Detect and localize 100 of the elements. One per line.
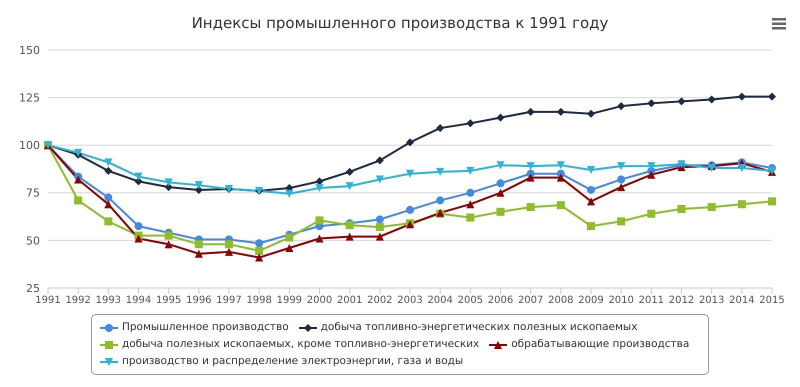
point xyxy=(285,244,294,252)
point xyxy=(526,162,535,170)
x-tick-label: 2006 xyxy=(488,295,514,306)
point xyxy=(285,190,294,198)
x-tick-label: 2000 xyxy=(306,295,332,306)
point xyxy=(255,239,264,248)
point xyxy=(164,232,173,240)
point xyxy=(104,200,112,208)
point xyxy=(225,248,233,256)
point xyxy=(496,161,504,170)
point xyxy=(526,203,535,212)
point xyxy=(376,223,384,232)
point xyxy=(134,172,142,181)
x-tick-label: 2007 xyxy=(518,295,544,306)
point xyxy=(74,175,82,184)
point xyxy=(617,175,626,184)
point xyxy=(104,158,112,166)
y-tick-label: 25 xyxy=(26,282,40,295)
point xyxy=(647,210,656,218)
point xyxy=(194,240,203,248)
point xyxy=(738,164,746,172)
point xyxy=(376,215,384,224)
point xyxy=(617,162,626,170)
x-tick-label: 1998 xyxy=(246,295,272,306)
x-tick-label: 2010 xyxy=(608,295,634,306)
point xyxy=(738,92,746,101)
point xyxy=(526,108,535,116)
x-tick-label: 2004 xyxy=(427,295,453,306)
legend-label: обрабатывающие производства xyxy=(510,337,690,352)
point xyxy=(466,214,474,222)
x-tick-label: 2005 xyxy=(458,295,484,306)
point xyxy=(255,254,264,262)
chart-title: Индексы промышленного производства к 1991 году xyxy=(190,13,610,34)
point xyxy=(316,216,324,224)
point xyxy=(466,200,474,208)
point xyxy=(436,124,444,132)
point xyxy=(587,166,595,174)
point xyxy=(134,234,142,242)
x-tick-label: 1999 xyxy=(276,295,302,306)
point xyxy=(104,166,112,175)
point xyxy=(406,170,414,178)
legend-label: добыча полезных ископаемых, кроме топливно-энергетических xyxy=(121,337,480,352)
x-tick-label: 2015 xyxy=(759,295,785,306)
point xyxy=(587,110,595,118)
legend-label: добыча топливно-энергетических полезных ископаемых xyxy=(320,320,638,335)
point xyxy=(647,99,656,108)
point xyxy=(406,206,414,214)
legend-label: Промышленное производство xyxy=(121,320,289,335)
x-tick-label: 1995 xyxy=(156,295,182,306)
point xyxy=(708,203,716,212)
point xyxy=(134,222,142,230)
point xyxy=(556,201,565,210)
x-tick-label: 2009 xyxy=(578,295,604,306)
point xyxy=(194,250,203,258)
point xyxy=(587,186,595,194)
point xyxy=(104,194,112,202)
point xyxy=(647,162,656,170)
point xyxy=(738,200,746,208)
x-tick-label: 2011 xyxy=(638,295,664,306)
point xyxy=(466,166,474,175)
point xyxy=(526,174,535,182)
point xyxy=(647,170,656,179)
point xyxy=(164,240,173,248)
y-tick-label: 50 xyxy=(26,234,40,248)
x-tick-label: 2002 xyxy=(367,295,393,306)
y-tick-label: 75 xyxy=(26,186,40,200)
point xyxy=(255,246,264,255)
point xyxy=(768,92,776,101)
point xyxy=(496,114,504,122)
point xyxy=(376,175,384,184)
point xyxy=(346,168,354,176)
x-tick-label: 1994 xyxy=(126,295,152,306)
x-tick-label: 2003 xyxy=(397,295,423,306)
point xyxy=(436,168,444,176)
x-tick-label: 1997 xyxy=(216,295,242,306)
point xyxy=(617,217,626,226)
point xyxy=(346,182,354,190)
x-tick-label: 1991 xyxy=(35,295,61,306)
legend-label: производство и распределение электроэнергии, газа и воды xyxy=(121,354,464,369)
point xyxy=(617,102,626,110)
x-tick-label: 2001 xyxy=(336,295,362,306)
point xyxy=(74,196,82,204)
point xyxy=(617,183,626,192)
point xyxy=(164,178,173,186)
point xyxy=(466,188,474,197)
point xyxy=(496,208,504,216)
point xyxy=(587,222,595,230)
point xyxy=(406,138,414,146)
x-tick-label: 2013 xyxy=(698,295,724,306)
point xyxy=(556,161,565,170)
point xyxy=(316,234,324,242)
x-tick-label: 2014 xyxy=(729,295,755,306)
x-tick-label: 2008 xyxy=(548,295,574,306)
point xyxy=(316,184,324,192)
point xyxy=(376,156,384,164)
y-tick-label: 150 xyxy=(19,44,40,57)
point xyxy=(346,232,354,241)
point xyxy=(708,96,716,104)
point xyxy=(556,174,565,182)
point xyxy=(194,181,203,190)
